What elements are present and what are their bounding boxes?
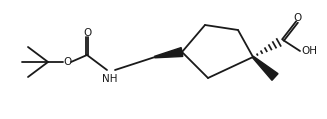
Polygon shape — [155, 48, 183, 58]
Text: OH: OH — [301, 46, 317, 56]
Text: O: O — [83, 28, 91, 38]
Text: O: O — [293, 13, 301, 23]
Polygon shape — [252, 56, 278, 80]
Text: NH: NH — [102, 74, 118, 84]
Text: O: O — [63, 57, 71, 67]
